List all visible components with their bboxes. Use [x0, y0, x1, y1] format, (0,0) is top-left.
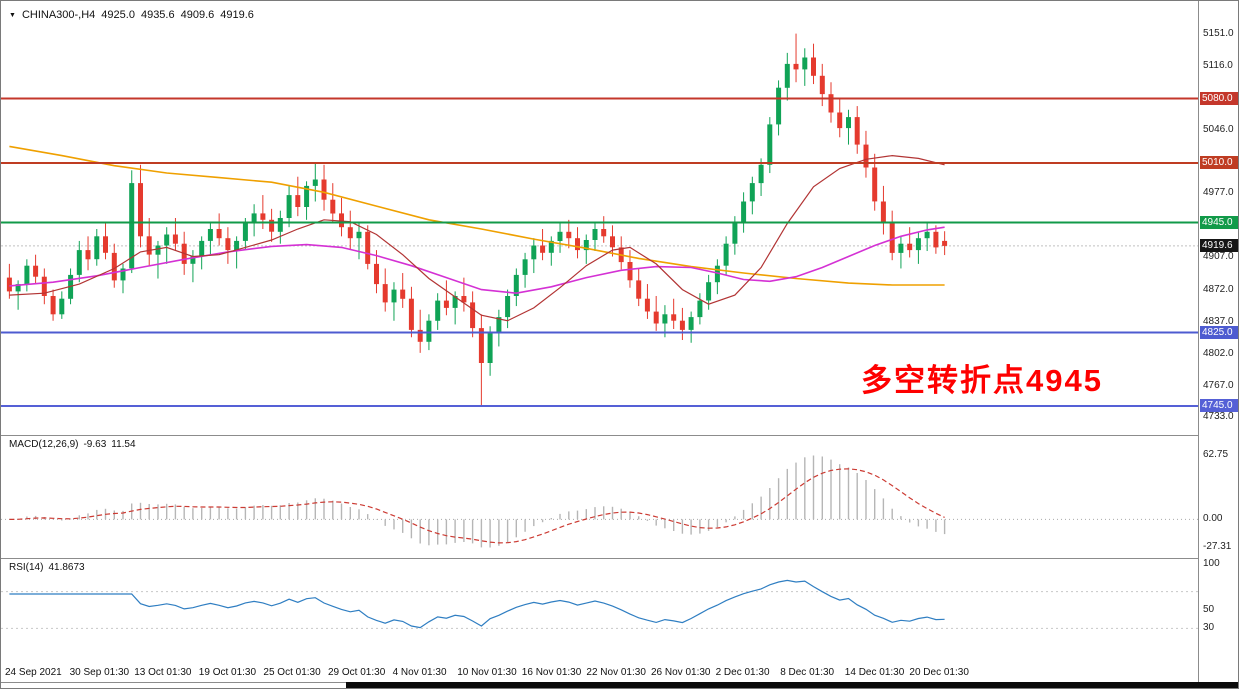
macd-histogram: [17, 455, 946, 548]
price-tick-label: 4977.0: [1203, 187, 1234, 199]
price-tick-label: 4907.0: [1203, 251, 1234, 263]
ohlc-low-value: 4909.6: [180, 9, 215, 21]
time-label: 24 Sep 2021: [5, 667, 62, 678]
time-label: 25 Oct 01:30: [263, 667, 321, 678]
macd-indicator-label: MACD(12,26,9) -9.63 11.54: [9, 439, 136, 450]
macd-panel-chart[interactable]: [1, 435, 1198, 558]
annotation-text: 多空转折点4945: [861, 363, 1103, 398]
price-tick-label: 4767.0: [1203, 379, 1234, 391]
time-label: 4 Nov 01:30: [392, 667, 447, 678]
price-tick-label: 5116.0: [1203, 59, 1233, 71]
time-axis[interactable]: 24 Sep 2021 30 Sep 01:30 13 Oct 01:30 19 Oc…: [1, 663, 1198, 682]
time-label: 8 Dec 01:30: [780, 667, 835, 678]
symbol-timeframe-label: CHINA300-,H4: [21, 9, 96, 21]
symbol-dropdown-icon[interactable]: ▼: [9, 11, 16, 19]
rsi-panel-chart[interactable]: [1, 558, 1198, 663]
macd-tick-label: 62.75: [1203, 449, 1229, 461]
bottom-scrollbar[interactable]: [346, 682, 1238, 688]
time-label: 30 Sep 01:30: [69, 667, 130, 678]
rsi-name-label: RSI(14): [9, 562, 44, 573]
rsi-tick-label: 100: [1203, 558, 1220, 569]
time-label: 16 Nov 01:30: [521, 667, 582, 678]
rsi-tick-label: 30: [1203, 622, 1215, 634]
macd-tick-label: 0.00: [1203, 513, 1223, 525]
current-price-badge: 4919.6: [1200, 238, 1238, 252]
ma-mid-magenta: [9, 226, 945, 295]
panel-separator[interactable]: [1, 435, 1238, 436]
time-label: 2 Dec 01:30: [715, 667, 770, 678]
level-price-badge: 5010.0: [1200, 155, 1238, 169]
macd-main-value: -9.63: [83, 439, 107, 450]
candlestick-chart[interactable]: [1, 1, 1198, 435]
time-label: 29 Oct 01:30: [328, 667, 386, 678]
time-label: 14 Dec 01:30: [844, 667, 905, 678]
macd-signal-value: 11.54: [111, 439, 136, 450]
ma-long-orange: [9, 145, 945, 286]
level-price-badge: 4945.0: [1200, 215, 1238, 229]
rsi-line: [9, 579, 945, 629]
price-tick-label: 5046.0: [1203, 123, 1234, 135]
rsi-current-value: 41.8673: [48, 562, 85, 573]
macd-name-label: MACD(12,26,9): [9, 439, 79, 450]
price-tick-label: 4733.0: [1203, 411, 1234, 423]
time-label: 26 Nov 01:30: [651, 667, 711, 678]
rsi-tick-label: 50: [1203, 604, 1215, 615]
rsi-indicator-label: RSI(14) 41.8673: [9, 562, 85, 573]
ohlc-open-value: 4925.0: [101, 9, 135, 21]
level-price-badge: 4745.0: [1200, 399, 1238, 413]
price-tick-label: 4872.0: [1203, 283, 1234, 295]
ohlc-close-value: 4919.6: [220, 9, 254, 21]
price-axis[interactable]: 5151.0 5116.0 5046.0 4977.0 4907.0 4872.0 4837…: [1198, 1, 1238, 682]
price-tick-label: 4802.0: [1203, 347, 1234, 359]
time-label: 20 Dec 01:30: [909, 667, 969, 678]
time-label: 22 Nov 01:30: [586, 667, 646, 678]
macd-signal-line: [9, 468, 945, 544]
time-label: 13 Oct 01:30: [134, 667, 192, 678]
level-price-badge: 4825.0: [1200, 325, 1238, 339]
panel-separator[interactable]: [1, 558, 1238, 559]
macd-tick-label: -27.31: [1203, 541, 1232, 553]
time-label: 19 Oct 01:30: [198, 667, 257, 678]
ohlc-high-value: 4935.6: [140, 9, 175, 21]
chart-header: ▼ CHINA300-,H4 4925.0 4935.6 4909.6 4919…: [9, 9, 254, 21]
price-tick-label: 5151.0: [1203, 27, 1234, 39]
candles-layer: [6, 33, 948, 406]
level-price-badge: 5080.0: [1200, 91, 1238, 105]
ma-fast-darkred: [9, 154, 945, 322]
time-label: 10 Nov 01:30: [457, 667, 517, 678]
price-tick-label: 4837.0: [1203, 315, 1234, 327]
